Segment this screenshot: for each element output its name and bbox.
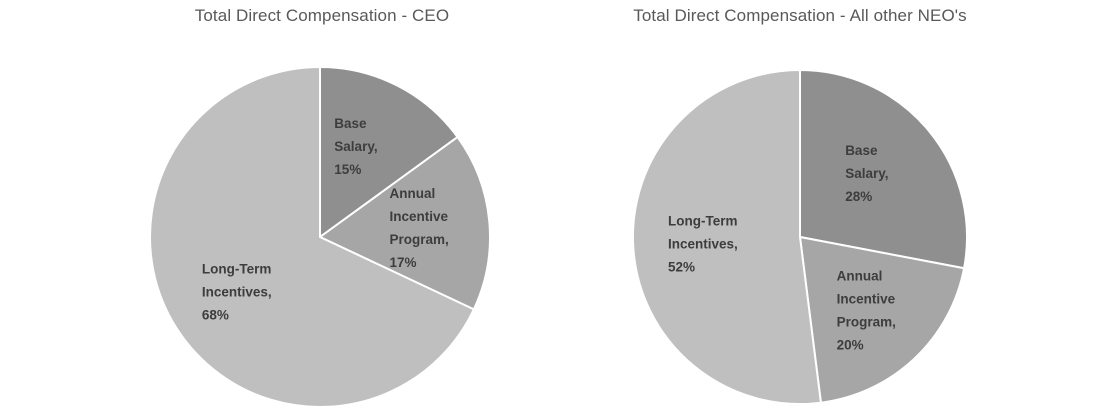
chart-panel-ceo: Total Direct Compensation - CEO Base Sala… [149,6,491,408]
slice-label-0: Base Salary, 28% [845,143,888,204]
slice-label-0: Base Salary, 15% [334,116,377,177]
pie-slice-0 [319,66,459,238]
chart-panel-neo: Total Direct Compensation - All other NE… [556,0,1112,409]
pie-slice-2 [149,66,475,408]
slice-label-2: Long-Term Incentives, 52% [668,213,738,274]
slice-label-1: Annual Incentive Program, 20% [837,269,896,353]
pie-chart-ceo: Base Salary, 15% Annual Incentive Program, 17%… [149,66,491,408]
pie-slice-2 [632,69,822,405]
chart-title-ceo: Total Direct Compensation - CEO [194,6,450,25]
slice-label-1: Annual Incentive Program, 17% [390,186,449,270]
pie-chart-neo: Base Salary, 28% Annual Incentive Program, 20%… [632,69,968,405]
pie-slice-1 [319,136,491,311]
chart-title-neo: Total Direct Compensation - All other NE… [633,6,967,25]
slice-label-2: Long-Term Incentives, 68% [202,262,272,323]
pie-slice-0 [799,69,968,270]
pie-slice-1 [799,236,966,404]
